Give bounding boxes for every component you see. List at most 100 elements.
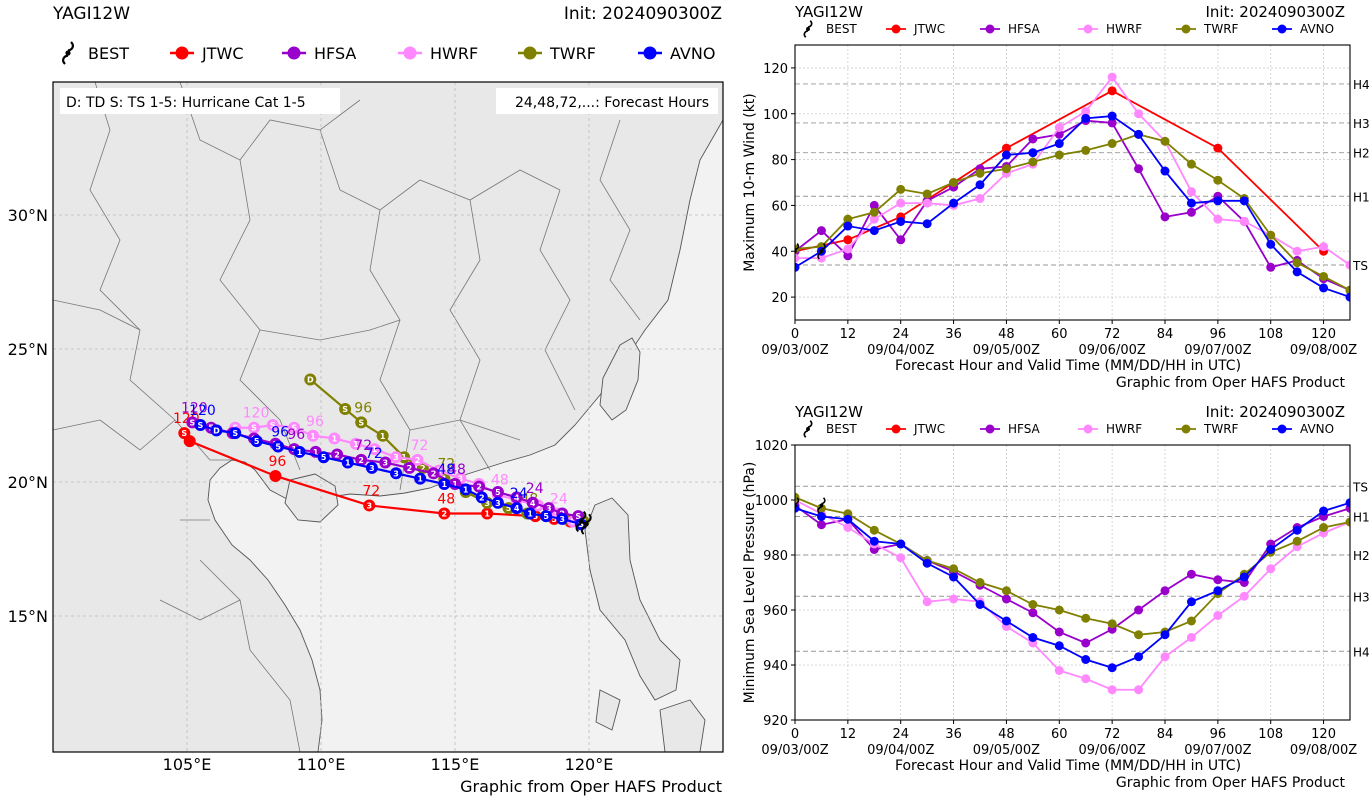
track-category-label: 1	[441, 480, 447, 489]
pressure-point-twrf	[1186, 616, 1196, 626]
wind-point-hwrf	[1081, 106, 1091, 116]
pressure-xtick-label: 36	[945, 727, 962, 742]
pressure-series	[795, 492, 1350, 695]
pressure-credit: Graphic from Oper HAFS Product	[1116, 775, 1346, 791]
pressure-legend-marker	[985, 424, 995, 434]
wind-point-avno	[795, 262, 800, 272]
wind-point-hfsa	[843, 251, 853, 261]
wind-point-avno	[843, 221, 853, 231]
pressure-ytick-label: 920	[763, 714, 788, 729]
best-track-storm-icon	[580, 513, 592, 535]
pressure-point-avno	[1081, 655, 1091, 664]
pressure-series-hfsa	[795, 501, 1350, 648]
wind-xtick-label: 60	[1051, 327, 1068, 342]
track-point-avno	[317, 451, 330, 464]
track-point-avno	[475, 491, 488, 504]
wind-point-jtwc	[1001, 143, 1011, 153]
visayas-islands	[659, 699, 706, 752]
pressure-date-label: 09/07/00Z	[1184, 743, 1251, 758]
track-category-label: 4	[514, 504, 520, 513]
track-category-label: 4	[530, 499, 536, 508]
track-category-label: 3	[383, 459, 389, 468]
wind-legend-label: HFSA	[1008, 22, 1041, 36]
wind-point-twrf	[1292, 258, 1302, 268]
pressure-point-avno	[1292, 525, 1302, 535]
pressure-point-avno	[949, 572, 959, 582]
track-point-jtwc	[438, 507, 451, 520]
track-category-label: 1	[310, 432, 316, 441]
province-borders	[53, 82, 641, 752]
map-frame	[52, 81, 724, 753]
legend-label-best: BEST	[88, 44, 129, 63]
wind-legend-best-icon	[803, 20, 813, 38]
track-category-label: 1	[353, 440, 359, 449]
wind-date-label: 09/05/00Z	[973, 343, 1040, 358]
pressure-legend-marker	[891, 424, 901, 434]
track-point-avno	[510, 502, 523, 515]
pressure-point-hwrf	[896, 553, 906, 563]
track-category-label: 1	[527, 509, 533, 518]
wind-point-hfsa	[1107, 118, 1117, 128]
track-point-hwrf	[411, 453, 424, 466]
wind-point-avno	[975, 180, 985, 190]
track-category-label: 5	[533, 512, 539, 521]
wind-point-hwrf	[1186, 187, 1196, 197]
track-category-label: 5	[495, 488, 501, 497]
wind-title-right: Init: 2024090300Z	[1205, 3, 1345, 21]
wind-point-avno	[1134, 129, 1144, 139]
wind-legend-marker	[1181, 24, 1191, 34]
wind-ytick-label: 20	[771, 291, 788, 306]
wind-point-avno	[922, 219, 932, 229]
track-category-label: 3	[495, 499, 501, 508]
lon-label-105: 105°E	[163, 755, 212, 774]
track-point-avno	[293, 445, 306, 458]
pressure-point-avno	[1001, 616, 1011, 626]
track-category-label: 1	[452, 480, 458, 489]
track-category-label: 5	[543, 512, 549, 521]
wind-frame	[794, 44, 1351, 321]
pressure-point-twrf	[1028, 600, 1038, 609]
pressure-title-left: YAGI12W	[794, 403, 863, 421]
track-category-label: D	[213, 426, 220, 435]
pressure-ytick-label: 960	[763, 604, 788, 619]
pressure-point-hwrf	[1134, 685, 1144, 695]
track-hour-label: 48	[437, 491, 455, 507]
pressure-point-hfsa	[1186, 569, 1196, 579]
pressure-point-hwrf	[1081, 674, 1091, 684]
track-category-label: D	[307, 375, 314, 384]
track-hour-label: 48	[491, 473, 509, 489]
pressure-line-twrf	[795, 496, 1350, 636]
pressure-date-label: 09/08/00Z	[1290, 743, 1357, 758]
pressure-point-twrf	[1345, 517, 1350, 527]
wind-point-hfsa	[1134, 164, 1144, 174]
wind-legend-marker	[985, 24, 995, 34]
pressure-xtick-label: 48	[998, 727, 1015, 742]
pressure-point-hfsa	[1213, 575, 1223, 585]
pressure-ytick-label: 1000	[755, 494, 788, 509]
wind-line-hfsa	[795, 119, 1350, 292]
track-category-label: S	[198, 421, 204, 430]
pressure-threshold-label: H1	[1353, 511, 1370, 525]
wind-xtick-label: 12	[840, 327, 857, 342]
wind-xtick-label: 36	[945, 327, 962, 342]
taiwan-island	[599, 337, 641, 421]
track-category-label: 2	[479, 493, 485, 502]
pressure-point-twrf	[869, 525, 879, 535]
wind-xtick-label: 72	[1104, 327, 1121, 342]
wind-point-avno	[1028, 148, 1038, 158]
pressure-point-avno	[1054, 641, 1064, 651]
pressure-ytick-label: 1020	[755, 439, 788, 454]
track-hour-label: 120	[243, 406, 270, 422]
track-point-avno	[414, 472, 427, 485]
wind-point-hfsa	[1028, 134, 1038, 144]
wind-xtick-label: 96	[1210, 327, 1227, 342]
wind-point-avno	[949, 198, 959, 208]
track-category-label: 1	[417, 475, 423, 484]
wind-point-twrf	[896, 184, 906, 194]
wind-point-twrf	[1345, 285, 1350, 295]
wind-point-avno	[869, 226, 879, 236]
wind-title-left: YAGI12W	[794, 3, 863, 21]
pressure-date-label: 09/04/00Z	[867, 743, 934, 758]
pressure-xtick-label: 96	[1210, 727, 1227, 742]
track-category-label: 1	[380, 432, 386, 441]
